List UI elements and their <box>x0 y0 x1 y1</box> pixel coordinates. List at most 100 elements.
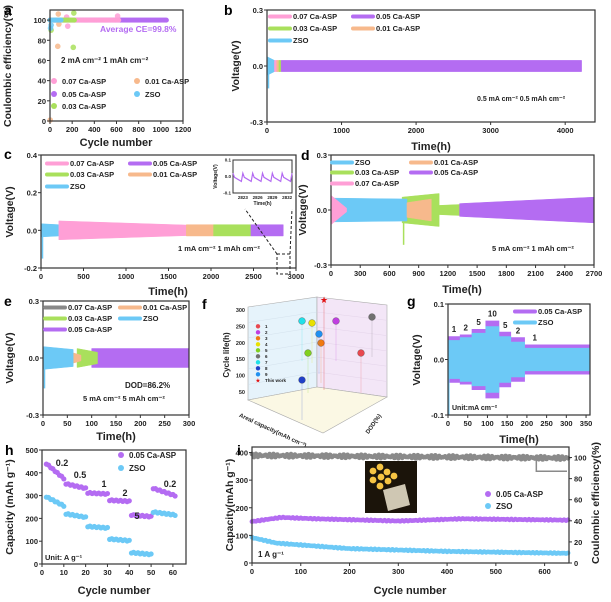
y2-tick-label: 80 <box>574 475 582 484</box>
legend-label: 0.03 Ca-ASP <box>355 168 399 177</box>
legend-label: 0.03 Ca-ASP <box>62 102 106 111</box>
y-tick-label: 200 <box>235 504 248 513</box>
data-point <box>61 503 67 509</box>
legend-label: ZSO <box>293 36 309 45</box>
x-axis-label: Cycle number <box>374 585 447 597</box>
data-point <box>54 43 61 50</box>
annotation: 5 mA cm⁻² 5 mAh cm⁻² <box>83 394 165 403</box>
z-axis-label: Cycle life(h) <box>222 332 231 378</box>
data-point <box>48 22 54 28</box>
legend-star: ★ <box>255 378 260 385</box>
legend-label: 0.01 Ca-ASP <box>376 24 420 33</box>
x-axis-label: Time(h) <box>96 431 136 443</box>
axes-frame <box>41 449 187 565</box>
legend-label: 2 <box>265 330 268 335</box>
legend-item: 0.07 Ca-ASP <box>43 303 112 312</box>
x-tick-label: 2700 <box>586 269 603 278</box>
legend-item: 0.01 Ca-ASP <box>134 77 189 86</box>
legend-item: ZSO <box>268 36 309 45</box>
annotation: Unit: A g⁻¹ <box>45 553 83 562</box>
grid-line <box>247 326 318 339</box>
legend-label: ZSO <box>496 502 512 511</box>
x-tick-label: 1500 <box>160 272 177 281</box>
x-tick-label: 150 <box>501 419 514 428</box>
data-point <box>64 23 71 29</box>
z-tick-label: 250 <box>236 324 245 330</box>
z-tick-label: 100 <box>236 374 245 380</box>
legend-label: 4 <box>265 342 268 347</box>
z-tick-label: 50 <box>239 390 245 396</box>
x-axis-label: Time(h) <box>442 284 482 296</box>
x-tick-label: 1000 <box>152 125 169 134</box>
legend-label: 7 <box>265 360 268 365</box>
voltage-band <box>280 60 582 72</box>
battery-pouch <box>383 484 410 511</box>
y-tick-label: 20 <box>38 97 46 106</box>
x-tick-label: 10 <box>60 568 68 577</box>
grid-line <box>247 371 318 385</box>
y-tick-label: 500 <box>25 446 38 455</box>
current-density-label: 1 <box>533 334 538 343</box>
legend-item: 5 <box>255 348 268 353</box>
legend-label: 0.07 Ca-ASP <box>293 12 337 21</box>
x-tick-label: 2500 <box>245 272 262 281</box>
led-light <box>369 467 377 475</box>
panel-letter: i <box>237 442 241 458</box>
x-tick-label: 1000 <box>118 272 135 281</box>
legend-marker <box>485 491 491 497</box>
legend-item: 0.05 Ca-ASP <box>513 307 582 316</box>
x-tick-label: 150 <box>110 419 123 428</box>
legend-label: ZSO <box>129 464 145 473</box>
legend-label: 9 <box>265 372 268 377</box>
x-tick-label: 2000 <box>408 126 425 135</box>
data-point <box>163 17 169 23</box>
legend-marker <box>255 342 261 347</box>
data-point <box>126 498 132 504</box>
voltage-band <box>40 223 60 238</box>
y-tick-label: 80 <box>38 36 46 45</box>
data-point <box>61 476 67 482</box>
y-axis-label: Capacity(mAh g⁻¹) <box>224 459 236 551</box>
legend-marker <box>51 91 57 97</box>
legend-item: 0.05 Ca-ASP <box>51 90 106 99</box>
data-point <box>104 524 111 531</box>
y-tick-label: 300 <box>25 492 38 501</box>
y-tick-label: 0.3 <box>317 151 327 160</box>
sphere-marker <box>308 319 316 327</box>
data-point <box>565 455 571 461</box>
voltage-band <box>91 348 190 368</box>
inset-y-label: Voltage(V) <box>213 164 219 189</box>
y-tick-label: -0.3 <box>314 261 327 270</box>
current-density-label: 1 <box>452 325 457 334</box>
panel-letter: g <box>407 293 416 309</box>
legend-label: 0.05 Ca-ASP <box>153 159 197 168</box>
x-tick-label: 4000 <box>557 126 574 135</box>
x-tick-label: 300 <box>560 419 573 428</box>
z-tick-label: 300 <box>236 308 245 314</box>
annotation: 0.5 mA cm⁻² 0.5 mAh cm⁻² <box>477 96 566 103</box>
legend-label: 0.05 Ca-ASP <box>129 451 177 460</box>
x-tick-label: 0 <box>446 419 450 428</box>
y-tick-label: 300 <box>235 476 248 485</box>
x-tick-label: 250 <box>540 419 553 428</box>
y-axis-label: Voltage(V) <box>4 332 16 383</box>
data-point <box>58 17 64 23</box>
x-tick-label: 300 <box>183 419 196 428</box>
data-point <box>70 44 77 51</box>
x-tick-label: 60 <box>169 568 177 577</box>
sphere-marker <box>357 349 365 357</box>
x-tick-label: 50 <box>464 419 472 428</box>
legend-label: ZSO <box>70 182 86 191</box>
panel-letter: a <box>4 2 12 18</box>
x-tick-label: 40 <box>125 568 133 577</box>
x-tick-label: 2400 <box>556 269 573 278</box>
x-tick-label: 600 <box>383 269 396 278</box>
legend-item: 0.05 Ca-ASP <box>485 490 544 499</box>
legend-item: ZSO <box>45 182 86 191</box>
sphere-marker <box>317 339 325 347</box>
grid-line <box>316 371 388 382</box>
y2-tick-label: 40 <box>574 517 582 526</box>
legend-label: 0.01 Ca-ASP <box>434 158 478 167</box>
panel-a: 0 200 400 600 800 1000 1200 0 20 40 60 80 100 Cycle n… <box>2 2 191 149</box>
